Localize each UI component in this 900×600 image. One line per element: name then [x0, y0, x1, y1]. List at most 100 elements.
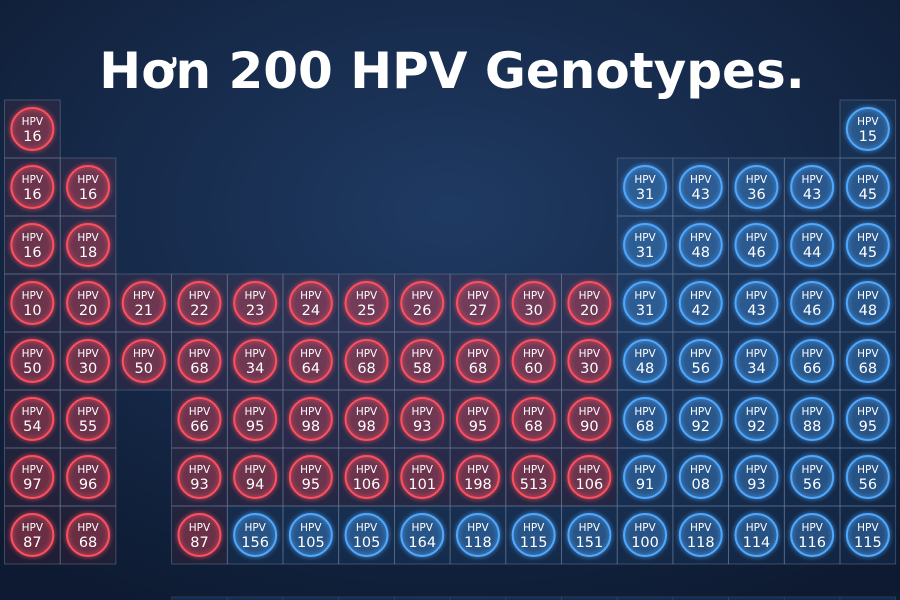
ring — [567, 513, 612, 557]
cell-number: 42 — [692, 303, 710, 319]
cell-prefix: HPV — [467, 522, 489, 534]
cell-number: 198 — [464, 477, 492, 493]
cell-number: 164 — [408, 535, 436, 551]
tile — [282, 596, 340, 600]
cell-number: 50 — [23, 361, 41, 377]
ring — [344, 339, 389, 383]
ring — [623, 397, 668, 441]
cell-prefix: HPV — [634, 174, 656, 186]
cell-number: 91 — [636, 477, 654, 493]
cell-number: 22 — [190, 303, 208, 319]
cell-number: 56 — [692, 361, 710, 377]
ring — [790, 281, 835, 325]
cell-prefix: HPV — [244, 290, 266, 302]
cell-number: 87 — [190, 535, 208, 551]
cell-number: 27 — [469, 303, 487, 319]
cell-number: 25 — [357, 303, 375, 319]
cell-prefix: HPV — [634, 290, 656, 302]
cell-prefix: HPV — [857, 290, 879, 302]
cell-prefix: HPV — [746, 464, 768, 476]
ring — [678, 513, 723, 557]
ring — [623, 165, 668, 209]
ring — [233, 339, 278, 383]
ring — [121, 339, 166, 383]
cell-prefix: HPV — [746, 174, 768, 186]
title: Hơn 200 HPV Genotypes. — [99, 42, 804, 100]
cell-prefix: HPV — [746, 290, 768, 302]
cell-prefix: HPV — [244, 406, 266, 418]
ring — [66, 223, 111, 267]
ring — [177, 281, 222, 325]
cell-number: 48 — [692, 245, 710, 261]
cell-prefix: HPV — [579, 348, 601, 360]
cell-number: 60 — [524, 361, 542, 377]
cell-number: 95 — [302, 477, 320, 493]
ring — [66, 455, 111, 499]
cell-number: 101 — [408, 477, 436, 493]
cell-prefix: HPV — [22, 174, 44, 186]
cell-number: 64 — [302, 361, 320, 377]
cell-prefix: HPV — [634, 464, 656, 476]
cell-prefix: HPV — [189, 522, 211, 534]
cell-number: 56 — [803, 477, 821, 493]
cell-number: 513 — [520, 477, 548, 493]
cell-prefix: HPV — [801, 464, 823, 476]
ring — [790, 223, 835, 267]
cell-prefix: HPV — [356, 464, 378, 476]
cell-prefix: HPV — [523, 348, 545, 360]
cell-prefix: HPV — [412, 290, 434, 302]
cell-prefix: HPV — [300, 290, 322, 302]
tile — [449, 596, 507, 600]
ring — [678, 339, 723, 383]
ring — [623, 281, 668, 325]
cell-prefix: HPV — [634, 348, 656, 360]
cell-number: 115 — [854, 535, 882, 551]
tile — [505, 596, 562, 600]
cell-prefix: HPV — [77, 290, 99, 302]
ring — [623, 513, 668, 557]
ring — [10, 107, 55, 151]
tile — [171, 596, 228, 600]
cell-prefix: HPV — [801, 348, 823, 360]
ring — [511, 397, 556, 441]
cell-prefix: HPV — [189, 464, 211, 476]
ring — [344, 397, 389, 441]
cell-number: 55 — [79, 419, 97, 435]
tile — [616, 596, 674, 600]
cell-number: 114 — [743, 535, 771, 551]
cell-prefix: HPV — [801, 174, 823, 186]
cell-number: 94 — [246, 477, 264, 493]
ring — [845, 513, 890, 557]
ring — [177, 339, 222, 383]
